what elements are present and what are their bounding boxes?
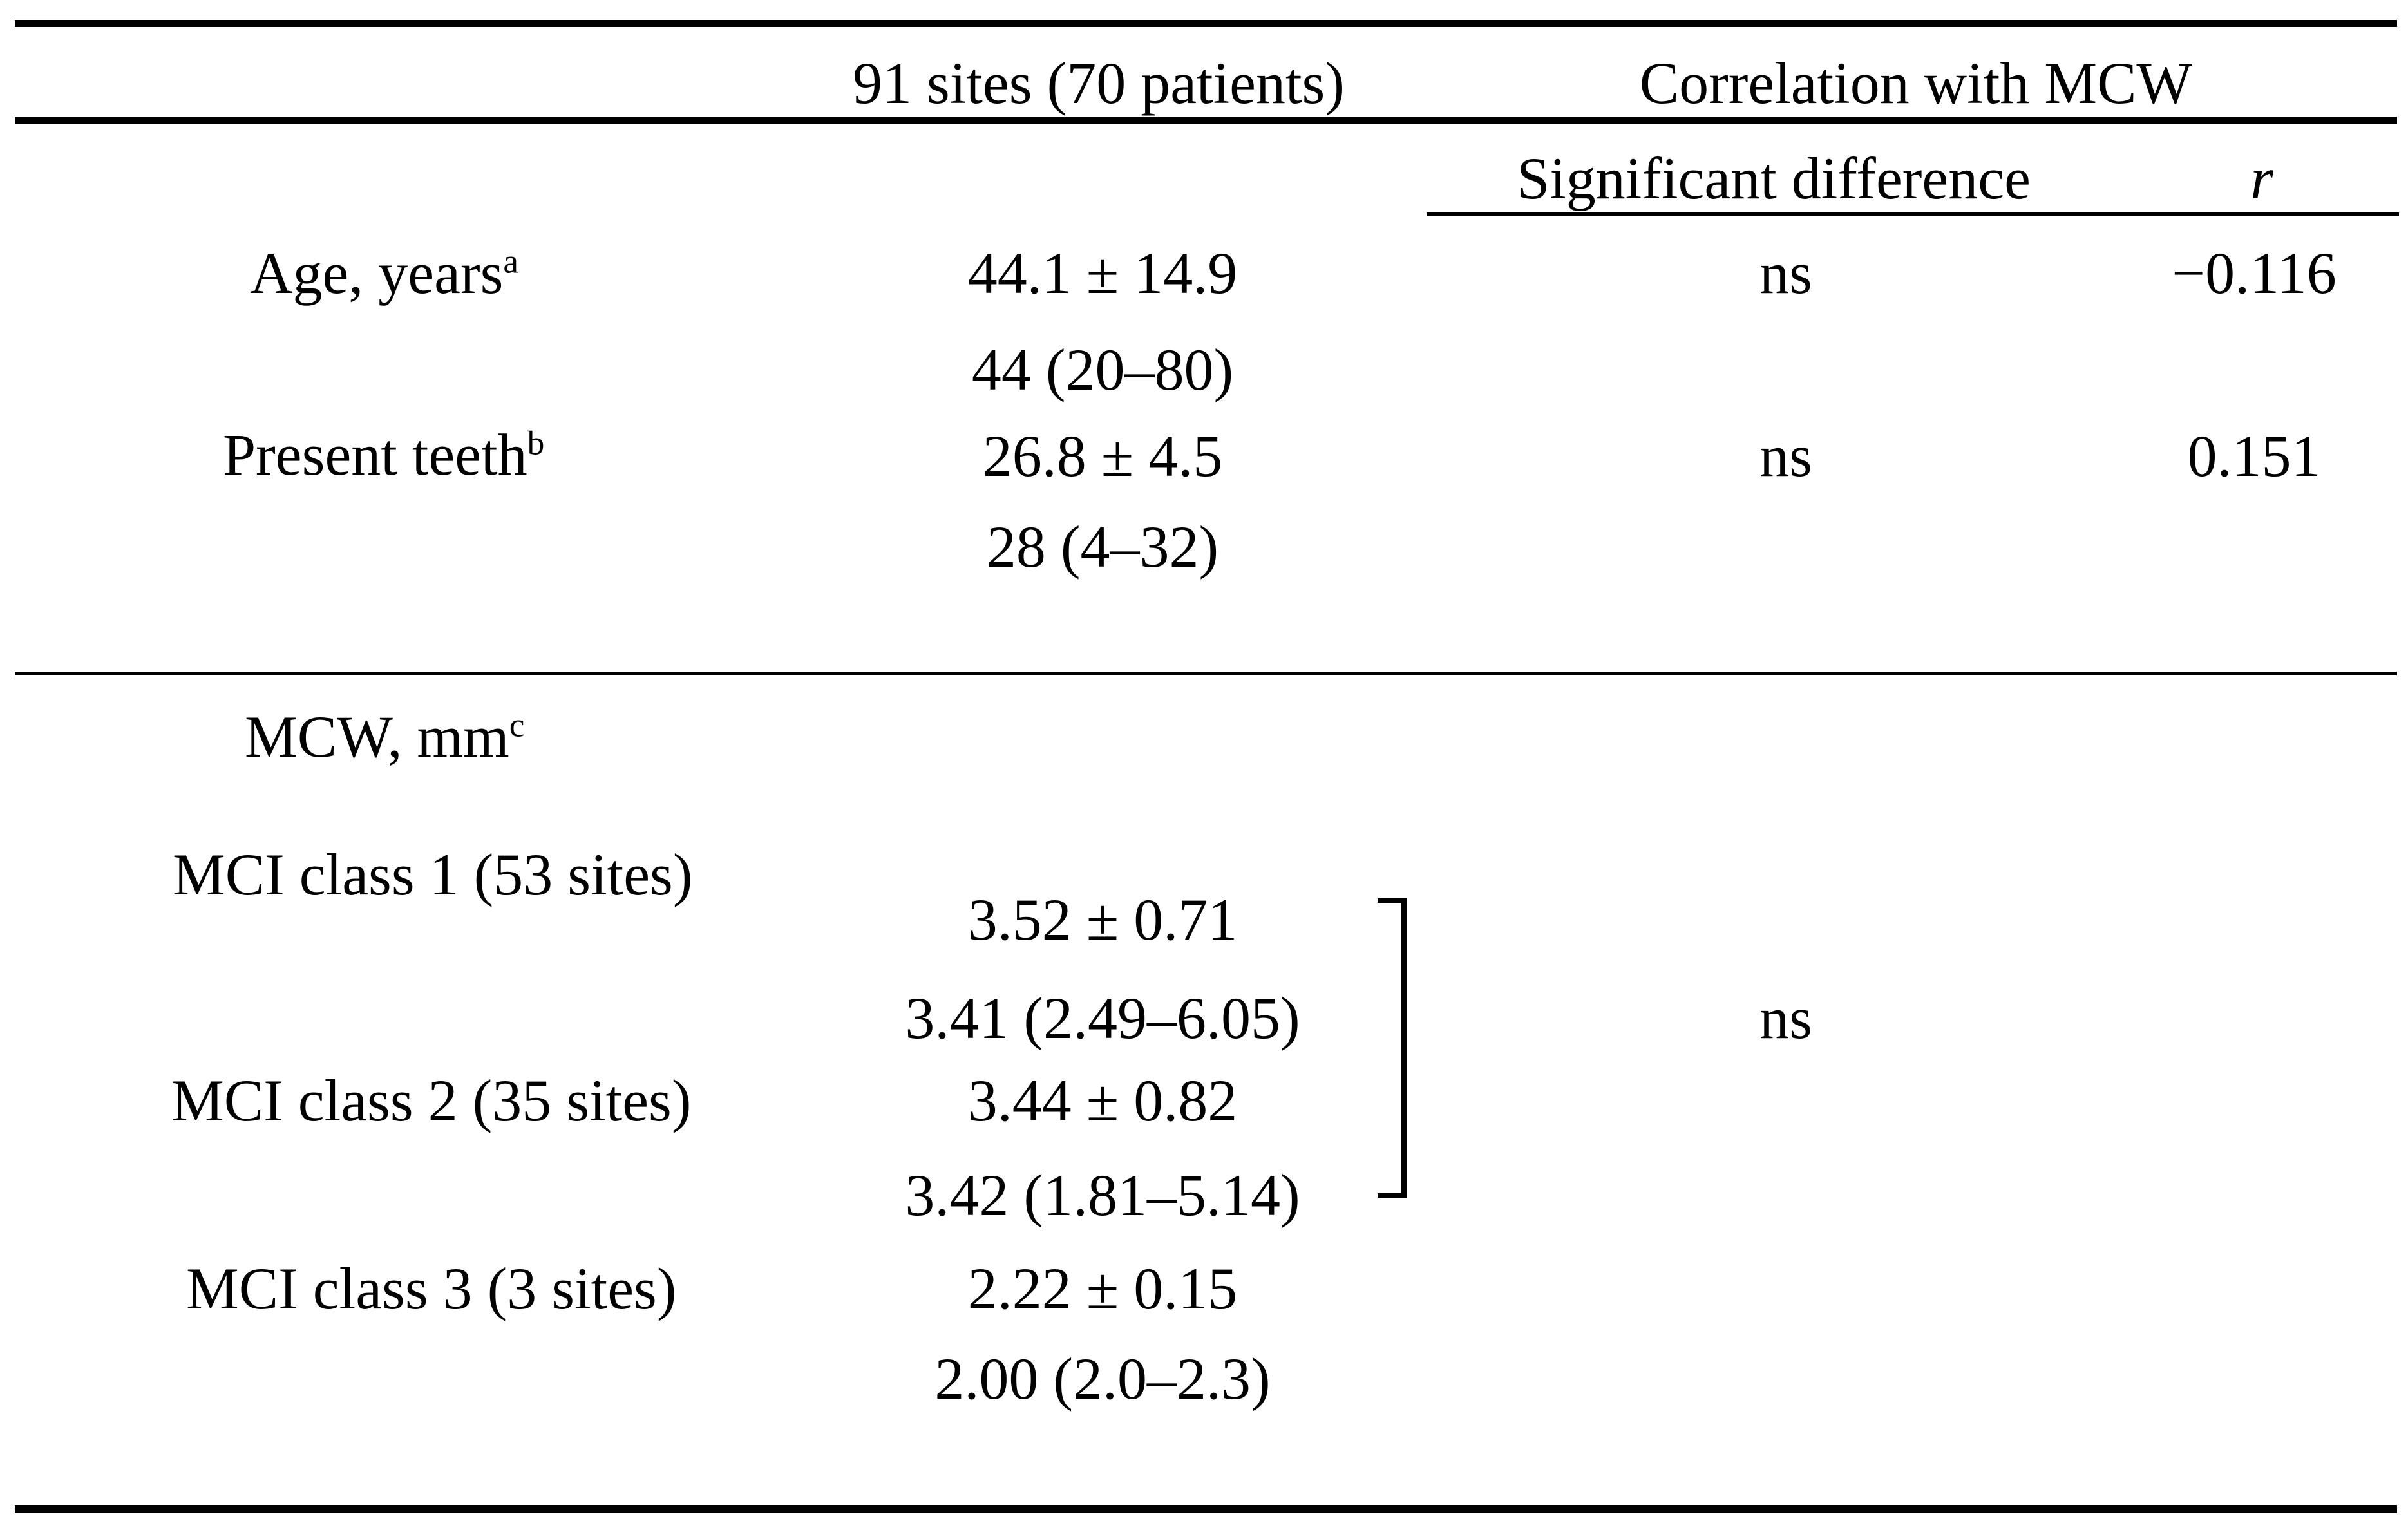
- section-label-mcw-text: MCW, mm: [245, 704, 509, 770]
- age-significance: ns: [1759, 240, 1812, 306]
- teeth-significance: ns: [1759, 423, 1812, 489]
- teeth-median-range: 28 (4–32): [986, 514, 1219, 580]
- row-label-age-text: Age, years: [250, 240, 504, 306]
- header-r: r: [2250, 146, 2273, 211]
- header-correlation: Correlation with MCW: [1639, 50, 2193, 116]
- row-label-mci-class-2: MCI class 2 (35 sites): [171, 1068, 692, 1133]
- header-significant-difference: Significant difference: [1517, 146, 2031, 211]
- header-rule: [15, 117, 2397, 124]
- top-rule: [15, 20, 2397, 27]
- age-r-value: −0.116: [2172, 240, 2337, 306]
- mci3-mean-value: 2.22 ± 0.15: [967, 1256, 1238, 1321]
- group-bracket-stem: [1401, 898, 1407, 1198]
- mci1-mean-value: 3.52 ± 0.71: [967, 887, 1238, 952]
- row-label-present-teeth-text: Present teeth: [223, 422, 527, 487]
- row-label-age: Age, yearsa: [250, 237, 894, 309]
- correlation-subheader-rule: [1427, 212, 2399, 216]
- footnote-mark-b: b: [527, 423, 545, 462]
- row-label-present-teeth: Present teethb: [223, 419, 867, 491]
- mcw-significance: ns: [1759, 985, 1812, 1051]
- group-bracket-top-tip: [1378, 898, 1407, 903]
- footnote-mark-c: c: [509, 705, 525, 744]
- mci2-mean-value: 3.44 ± 0.82: [967, 1068, 1238, 1133]
- header-sites: 91 sites (70 patients): [853, 50, 1345, 116]
- mci2-median-range: 3.42 (1.81–5.14): [905, 1162, 1300, 1228]
- mci1-median-range: 3.41 (2.49–6.05): [905, 985, 1300, 1051]
- footnote-mark-a: a: [503, 241, 519, 281]
- teeth-mean-value: 26.8 ± 4.5: [982, 423, 1223, 489]
- mid-section-rule: [15, 672, 2397, 675]
- age-median-range: 44 (20–80): [971, 337, 1234, 402]
- row-label-mci-class-3: MCI class 3 (3 sites): [186, 1256, 677, 1321]
- age-mean-value: 44.1 ± 14.9: [967, 240, 1238, 306]
- row-label-mci-class-1: MCI class 1 (53 sites): [173, 842, 693, 907]
- bottom-rule: [15, 1505, 2397, 1513]
- mci3-median-range: 2.00 (2.0–2.3): [934, 1346, 1271, 1412]
- section-label-mcw: MCW, mmc: [245, 701, 889, 773]
- group-bracket-bottom-tip: [1378, 1193, 1407, 1198]
- teeth-r-value: 0.151: [2187, 423, 2321, 489]
